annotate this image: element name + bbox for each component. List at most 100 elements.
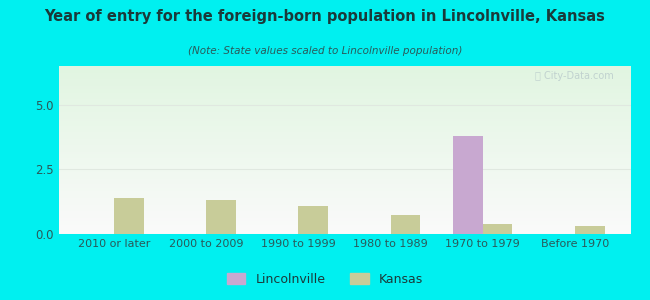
Bar <box>58 155 630 156</box>
Bar <box>58 106 630 107</box>
Bar <box>58 96 630 97</box>
Bar <box>58 77 630 78</box>
Bar <box>58 198 630 199</box>
Bar <box>58 204 630 205</box>
Bar <box>58 73 630 74</box>
Bar <box>58 193 630 194</box>
Bar <box>58 83 630 84</box>
Bar <box>58 93 630 94</box>
Bar <box>114 198 144 234</box>
Bar <box>58 159 630 160</box>
Bar <box>58 177 630 178</box>
Bar <box>58 226 630 227</box>
Bar <box>58 111 630 112</box>
Bar <box>58 66 630 67</box>
Bar <box>58 212 630 213</box>
Bar <box>58 134 630 135</box>
Bar <box>58 201 630 202</box>
Bar <box>58 115 630 116</box>
Bar <box>453 136 483 234</box>
Bar <box>58 192 630 193</box>
Bar <box>58 84 630 85</box>
Bar <box>58 110 630 111</box>
Bar <box>575 226 604 234</box>
Bar <box>58 67 630 68</box>
Bar <box>58 196 630 197</box>
Bar <box>298 206 328 234</box>
Bar <box>58 178 630 179</box>
Bar <box>58 172 630 173</box>
Bar <box>58 158 630 159</box>
Bar <box>58 179 630 180</box>
Bar <box>58 217 630 218</box>
Bar <box>58 98 630 99</box>
Bar <box>58 99 630 100</box>
Bar <box>58 206 630 207</box>
Bar <box>58 144 630 145</box>
Bar <box>58 218 630 219</box>
Bar <box>58 87 630 88</box>
Bar <box>58 152 630 153</box>
Bar <box>58 101 630 102</box>
Bar <box>58 129 630 130</box>
Bar <box>58 223 630 224</box>
Bar <box>58 146 630 147</box>
Bar <box>58 68 630 69</box>
Bar <box>58 116 630 117</box>
Bar <box>58 135 630 136</box>
Bar <box>58 92 630 93</box>
Bar <box>58 127 630 128</box>
Bar <box>58 200 630 201</box>
Bar <box>58 183 630 184</box>
Bar <box>58 104 630 105</box>
Bar <box>58 160 630 161</box>
Bar <box>58 86 630 87</box>
Bar <box>58 123 630 124</box>
Bar <box>58 180 630 181</box>
Bar <box>58 100 630 101</box>
Bar <box>58 187 630 188</box>
Bar <box>58 202 630 203</box>
Bar <box>58 140 630 141</box>
Bar <box>58 103 630 104</box>
Bar <box>58 121 630 122</box>
Bar <box>58 90 630 91</box>
Bar <box>58 231 630 232</box>
Bar <box>58 156 630 157</box>
Bar <box>58 132 630 133</box>
Bar <box>58 79 630 80</box>
Bar <box>58 166 630 167</box>
Bar <box>58 72 630 73</box>
Bar <box>58 215 630 216</box>
Bar <box>58 216 630 217</box>
Bar <box>58 224 630 225</box>
Bar <box>58 153 630 154</box>
Bar <box>58 102 630 103</box>
Bar <box>58 124 630 125</box>
Bar <box>58 136 630 137</box>
Bar <box>58 220 630 221</box>
Bar <box>58 167 630 168</box>
Bar <box>58 75 630 76</box>
Bar <box>206 200 236 234</box>
Bar <box>58 80 630 81</box>
Bar <box>58 89 630 90</box>
Bar <box>391 214 420 234</box>
Bar <box>58 130 630 131</box>
Text: (Note: State values scaled to Lincolnville population): (Note: State values scaled to Lincolnvil… <box>188 46 462 56</box>
Bar <box>58 199 630 200</box>
Bar <box>58 195 630 196</box>
Bar <box>58 154 630 155</box>
Bar <box>58 228 630 229</box>
Bar <box>58 225 630 226</box>
Bar <box>58 70 630 71</box>
Bar <box>58 189 630 190</box>
Bar <box>58 117 630 118</box>
Bar <box>58 221 630 222</box>
Bar <box>58 94 630 95</box>
Bar <box>58 150 630 151</box>
Bar <box>58 191 630 192</box>
Bar <box>58 114 630 115</box>
Text: Year of entry for the foreign-born population in Lincolnville, Kansas: Year of entry for the foreign-born popul… <box>45 9 605 24</box>
Bar <box>58 164 630 165</box>
